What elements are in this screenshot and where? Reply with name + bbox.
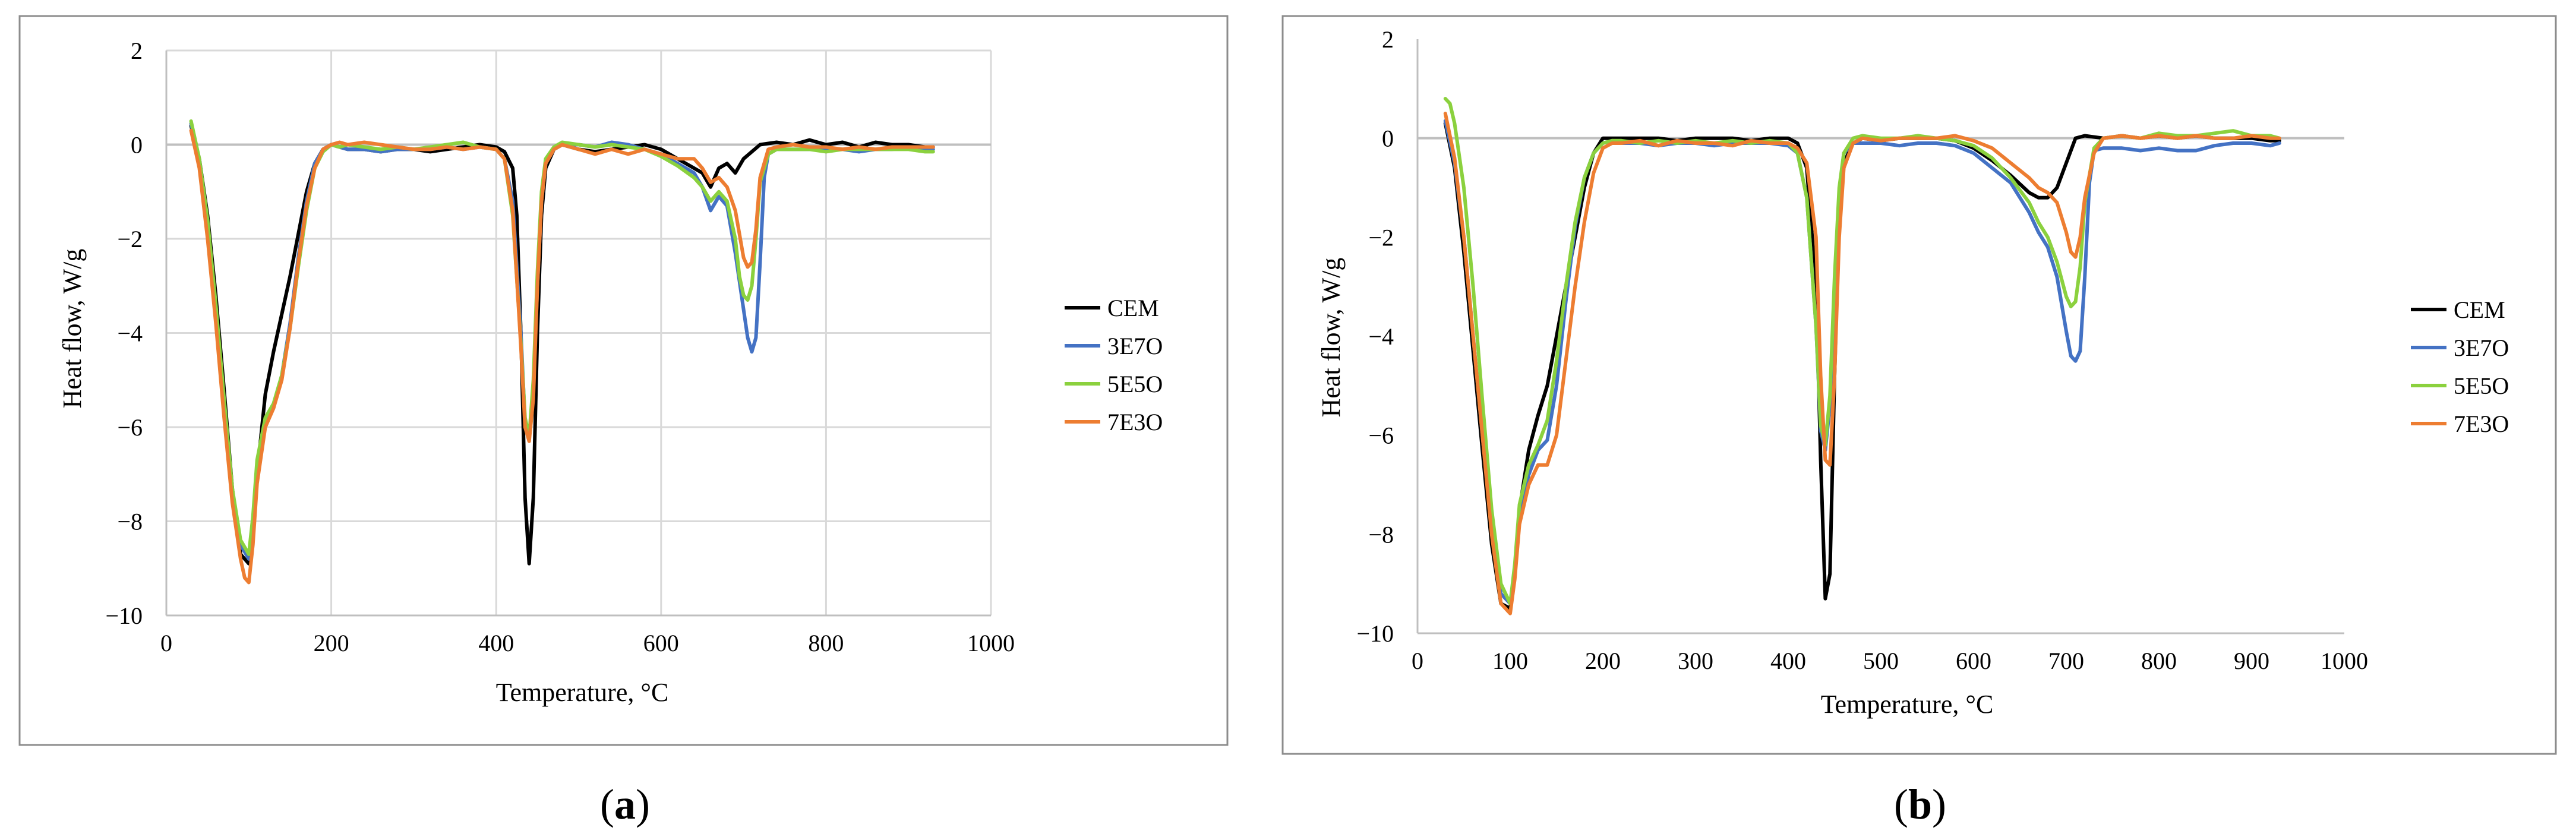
y-tick-label-a: −6 <box>117 414 143 441</box>
ticks-b: 0 100 200 300 400 500 600 700 800 900 1000 −10 −8 −6 −… <box>1356 26 2368 674</box>
panel-label-b-letter: b <box>1908 781 1932 828</box>
y-tick-label-a: −10 <box>105 602 143 629</box>
chart-panel-a: 0 200 400 600 800 1000 −10 −8 −6 −4 −2 0 2 CEM 3E7O 5E… <box>18 15 1229 746</box>
panel-label-a-letter: a <box>614 781 636 828</box>
legend-label: 7E3O <box>1107 409 1163 435</box>
x-tick-label-b: 300 <box>1678 648 1713 674</box>
x-tick-label-b: 500 <box>1863 648 1899 674</box>
series-line-b-CEM <box>1443 121 2281 611</box>
y-tick-label-b: 0 <box>1382 125 1394 152</box>
x-tick-label-b: 200 <box>1585 648 1621 674</box>
panel-label-b-open: ( <box>1894 781 1908 828</box>
legend-b: CEM 3E7O 5E5O 7E3O <box>2411 296 2509 437</box>
panel-label-b-close: ) <box>1932 781 1946 828</box>
x-tick-label-b: 100 <box>1492 648 1528 674</box>
legend-label: 5E5O <box>1107 371 1163 397</box>
panel-label-a: (a) <box>600 781 650 828</box>
legend-item-b-5E5O: 5E5O <box>2411 372 2509 399</box>
ticks-a: 0 200 400 600 800 1000 −10 −8 −6 −4 −2 0 2 <box>105 37 1015 656</box>
panel-label-a-close: ) <box>636 781 650 828</box>
chart-frame-b <box>1281 15 2557 755</box>
y-axis-title-b: Heat flow, W/g <box>1317 258 1346 418</box>
series-line-a-7E3O <box>189 128 935 585</box>
y-tick-label-b: −4 <box>1368 323 1394 350</box>
y-tick-label-a: 0 <box>131 132 143 159</box>
legend-item-a-7E3O: 7E3O <box>1065 409 1163 435</box>
x-tick-label-a: 0 <box>160 630 172 656</box>
series-b <box>1443 97 2281 615</box>
y-tick-label-b: 2 <box>1382 26 1394 53</box>
panel-label-a-open: ( <box>600 781 614 828</box>
series-a <box>189 119 935 585</box>
legend-label: 3E7O <box>2454 334 2509 361</box>
y-axis-title-a: Heat flow, W/g <box>58 249 87 409</box>
legend-item-a-5E5O: 5E5O <box>1065 371 1163 397</box>
legend-item-b-7E3O: 7E3O <box>2411 410 2509 437</box>
x-tick-label-a: 1000 <box>967 630 1015 656</box>
x-axis-title-a: Temperature, °C <box>496 678 669 707</box>
y-tick-label-b: −6 <box>1368 422 1394 449</box>
legend-item-a-3E7O: 3E7O <box>1065 333 1163 359</box>
y-tick-label-b: −10 <box>1356 620 1394 647</box>
legend-item-b-CEM: CEM <box>2411 296 2505 323</box>
x-tick-label-b: 800 <box>2141 648 2177 674</box>
x-axis-title-b: Temperature, °C <box>1821 690 1994 719</box>
x-tick-label-b: 400 <box>1770 648 1806 674</box>
legend-item-a-CEM: CEM <box>1065 295 1159 321</box>
legend-label: CEM <box>2454 296 2505 323</box>
x-tick-label-b: 900 <box>2234 648 2269 674</box>
panel-label-b: (b) <box>1894 781 1946 828</box>
legend-a: CEM 3E7O 5E5O 7E3O <box>1065 295 1163 435</box>
legend-label: 7E3O <box>2454 410 2509 437</box>
x-tick-label-a: 200 <box>314 630 349 656</box>
x-tick-label-a: 600 <box>643 630 679 656</box>
chart-frame-a <box>18 15 1229 746</box>
x-tick-label-b: 1000 <box>2321 648 2368 674</box>
y-tick-label-a: −8 <box>117 509 143 535</box>
y-tick-label-a: 2 <box>131 37 143 64</box>
y-tick-label-b: −8 <box>1368 521 1394 548</box>
legend-label: 3E7O <box>1107 333 1163 359</box>
y-tick-label-a: −2 <box>117 226 143 252</box>
x-tick-label-a: 800 <box>808 630 844 656</box>
y-tick-label-a: −4 <box>117 320 143 347</box>
x-tick-label-b: 600 <box>1956 648 1991 674</box>
x-tick-label-b: 700 <box>2048 648 2084 674</box>
legend-label: 5E5O <box>2454 372 2509 399</box>
legend-label: CEM <box>1107 295 1159 321</box>
y-tick-label-b: −2 <box>1368 224 1394 251</box>
x-tick-label-a: 400 <box>478 630 514 656</box>
chart-panel-b: 0 100 200 300 400 500 600 700 800 900 1000 −10 −8 −6 −… <box>1281 15 2557 755</box>
x-tick-label-b: 0 <box>1412 648 1423 674</box>
series-line-b-7E3O <box>1443 112 2281 615</box>
legend-item-b-3E7O: 3E7O <box>2411 334 2509 361</box>
